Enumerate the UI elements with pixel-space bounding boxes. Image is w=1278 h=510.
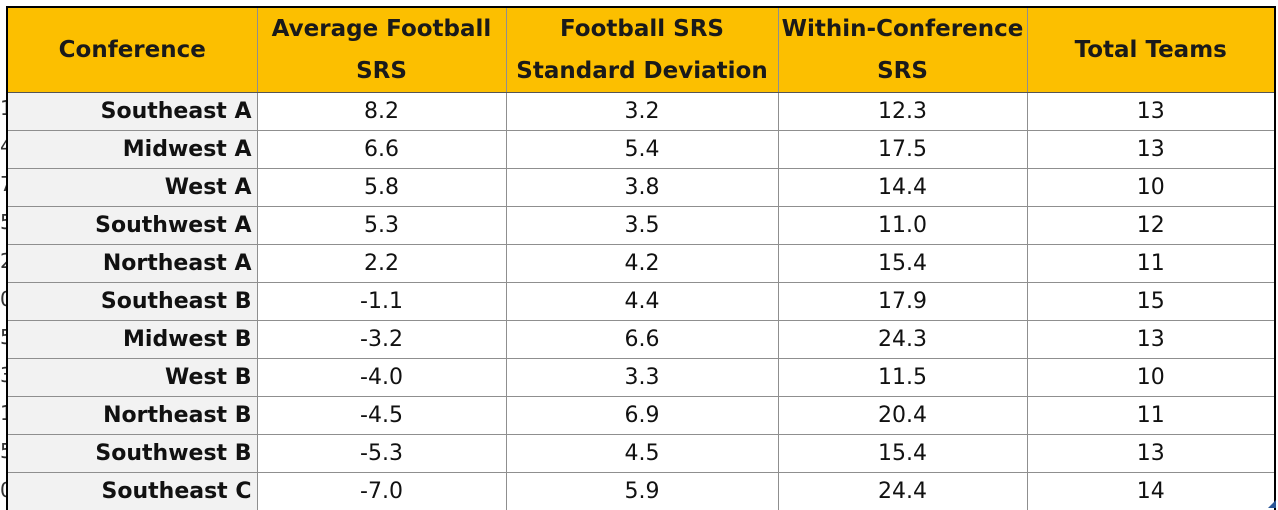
row-number-stub: 0	[0, 287, 7, 311]
table-row: Midwest B -3.2 6.6 24.3 13	[6, 320, 1276, 359]
average-srs-cell[interactable]: 2.2	[256, 244, 507, 283]
conference-cell[interactable]: Southwest B	[6, 434, 258, 473]
within-conference-srs-cell[interactable]: 12.3	[777, 92, 1028, 131]
srs-standard-deviation-cell[interactable]: 3.3	[505, 358, 779, 397]
average-srs-cell[interactable]: 5.3	[256, 206, 507, 245]
total-teams-cell[interactable]: 12	[1026, 206, 1276, 245]
conference-cell[interactable]: West B	[6, 358, 258, 397]
row-number-stub: 7	[0, 172, 7, 196]
srs-standard-deviation-cell[interactable]: 3.8	[505, 168, 779, 207]
conference-cell[interactable]: Midwest A	[6, 130, 258, 169]
row-number-stub: 1	[0, 401, 7, 425]
table-row: Northeast B -4.5 6.9 20.4 11	[6, 396, 1276, 435]
conference-cell[interactable]: Northeast B	[6, 396, 258, 435]
row-number-stub: 5	[0, 325, 7, 349]
total-teams-cell[interactable]: 13	[1026, 434, 1276, 473]
total-teams-cell[interactable]: 11	[1026, 244, 1276, 283]
within-conference-srs-cell[interactable]: 17.5	[777, 130, 1028, 169]
table-row: Southeast C -7.0 5.9 24.4 14	[6, 472, 1276, 510]
total-teams-cell[interactable]: 10	[1026, 358, 1276, 397]
row-number-stub: 2	[0, 249, 7, 273]
table-row: West B -4.0 3.3 11.5 10	[6, 358, 1276, 397]
srs-standard-deviation-cell[interactable]: 4.5	[505, 434, 779, 473]
within-conference-srs-cell[interactable]: 15.4	[777, 244, 1028, 283]
srs-standard-deviation-cell[interactable]: 4.4	[505, 282, 779, 321]
table-row: Northeast A 2.2 4.2 15.4 11	[6, 244, 1276, 283]
total-teams-cell[interactable]: 13	[1026, 130, 1276, 169]
srs-standard-deviation-cell[interactable]: 6.6	[505, 320, 779, 359]
conference-cell[interactable]: Southeast C	[6, 472, 258, 510]
header-cell-average-srs[interactable]: Average Football SRS	[256, 6, 507, 93]
conference-cell[interactable]: Southeast A	[6, 92, 258, 131]
within-conference-srs-cell[interactable]: 11.5	[777, 358, 1028, 397]
conference-cell[interactable]: Northeast A	[6, 244, 258, 283]
average-srs-cell[interactable]: -5.3	[256, 434, 507, 473]
within-conference-srs-cell[interactable]: 24.3	[777, 320, 1028, 359]
table-row: Southwest A 5.3 3.5 11.0 12	[6, 206, 1276, 245]
header-cell-conference[interactable]: Conference	[6, 6, 258, 93]
header-cell-within-conference-srs[interactable]: Within-Conference SRS	[777, 6, 1028, 93]
row-number-stub: 4	[0, 134, 7, 158]
srs-standard-deviation-cell[interactable]: 6.9	[505, 396, 779, 435]
within-conference-srs-cell[interactable]: 24.4	[777, 472, 1028, 510]
table-row: West A 5.8 3.8 14.4 10	[6, 168, 1276, 207]
within-conference-srs-cell[interactable]: 14.4	[777, 168, 1028, 207]
within-conference-srs-cell[interactable]: 17.9	[777, 282, 1028, 321]
row-number-stub: 3	[0, 363, 7, 387]
srs-standard-deviation-cell[interactable]: 3.5	[505, 206, 779, 245]
conference-cell[interactable]: Midwest B	[6, 320, 258, 359]
within-conference-srs-cell[interactable]: 15.4	[777, 434, 1028, 473]
row-number-stub: 5	[0, 439, 7, 463]
header-cell-srs-standard-deviation[interactable]: Football SRS Standard Deviation	[505, 6, 779, 93]
total-teams-cell[interactable]: 10	[1026, 168, 1276, 207]
table-row: Southwest B -5.3 4.5 15.4 13	[6, 434, 1276, 473]
total-teams-cell[interactable]: 13	[1026, 92, 1276, 131]
table-row: Southeast B -1.1 4.4 17.9 15	[6, 282, 1276, 321]
within-conference-srs-cell[interactable]: 11.0	[777, 206, 1028, 245]
average-srs-cell[interactable]: -3.2	[256, 320, 507, 359]
average-srs-cell[interactable]: 8.2	[256, 92, 507, 131]
conference-cell[interactable]: Southeast B	[6, 282, 258, 321]
row-number-stub: 5	[0, 210, 7, 234]
average-srs-cell[interactable]: -4.5	[256, 396, 507, 435]
srs-standard-deviation-cell[interactable]: 5.9	[505, 472, 779, 510]
row-number-stub: 0	[0, 478, 7, 502]
total-teams-cell[interactable]: 11	[1026, 396, 1276, 435]
table-row: Midwest A 6.6 5.4 17.5 13	[6, 130, 1276, 169]
average-srs-cell[interactable]: -7.0	[256, 472, 507, 510]
header-cell-total-teams[interactable]: Total Teams	[1026, 6, 1276, 93]
srs-standard-deviation-cell[interactable]: 5.4	[505, 130, 779, 169]
srs-standard-deviation-cell[interactable]: 4.2	[505, 244, 779, 283]
total-teams-cell[interactable]: 15	[1026, 282, 1276, 321]
conference-srs-table: Conference Average Football SRS Football…	[6, 6, 1276, 510]
average-srs-cell[interactable]: -4.0	[256, 358, 507, 397]
average-srs-cell[interactable]: -1.1	[256, 282, 507, 321]
total-teams-cell[interactable]: 14	[1026, 472, 1276, 510]
conference-cell[interactable]: West A	[6, 168, 258, 207]
average-srs-cell[interactable]: 6.6	[256, 130, 507, 169]
srs-standard-deviation-cell[interactable]: 3.2	[505, 92, 779, 131]
within-conference-srs-cell[interactable]: 20.4	[777, 396, 1028, 435]
header-row: Conference Average Football SRS Football…	[6, 6, 1276, 93]
resize-corner-icon	[1268, 500, 1276, 508]
row-number-stub: 1	[0, 96, 7, 120]
conference-cell[interactable]: Southwest A	[6, 206, 258, 245]
average-srs-cell[interactable]: 5.8	[256, 168, 507, 207]
total-teams-cell[interactable]: 13	[1026, 320, 1276, 359]
table-row: Southeast A 8.2 3.2 12.3 13	[6, 92, 1276, 131]
